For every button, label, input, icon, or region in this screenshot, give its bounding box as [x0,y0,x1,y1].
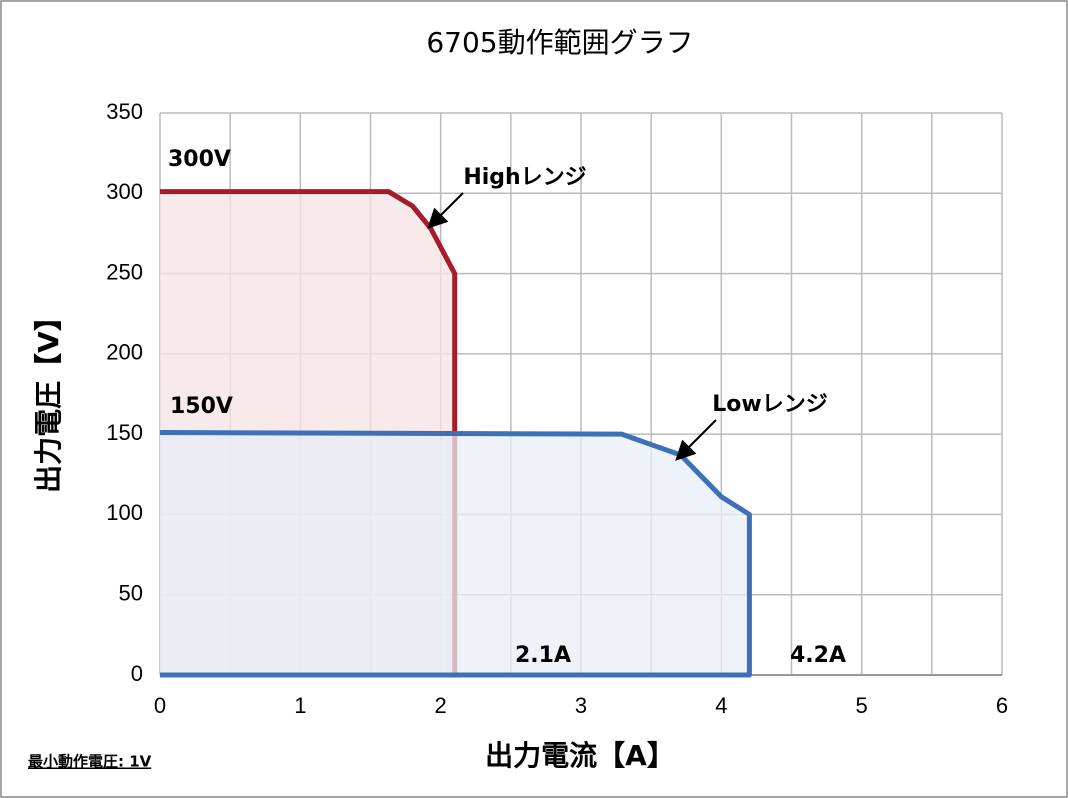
x-tick-label: 3 [575,693,587,718]
x-tick-label: 4 [715,693,727,718]
x-tick-label: 0 [154,693,166,718]
callout-arrow [427,192,464,229]
series-label: Lowレンジ [712,392,827,417]
series-label: Highレンジ [463,165,586,190]
area [160,432,750,675]
footnote: 最小動作電圧: 1V [28,753,152,771]
series-line [159,430,752,678]
y-axis-title: 出力電圧【V】 [32,303,65,493]
annotation: 4.2A [790,643,846,668]
annotation: 150V [170,394,233,419]
annotation: 2.1A [515,643,571,668]
y-tick-label: 150 [106,420,143,445]
y-tick-label: 300 [106,179,143,204]
x-tick-label: 5 [856,693,868,718]
y-tick-label: 250 [106,259,143,284]
y-tick-label: 50 [119,581,143,606]
y-tick-label: 100 [106,500,143,525]
x-axis-title: 出力電流【A】 [485,739,675,772]
annotation: 300V [168,147,231,172]
x-tick-label: 1 [294,693,306,718]
callout-arrow [675,419,717,461]
y-tick-label: 0 [131,661,143,686]
x-tick-label: 6 [996,693,1008,718]
x-tick-label: 2 [435,693,447,718]
y-tick-label: 200 [106,340,143,365]
y-tick-label: 350 [106,99,143,124]
chart-title: 6705動作範囲グラフ [426,26,693,59]
